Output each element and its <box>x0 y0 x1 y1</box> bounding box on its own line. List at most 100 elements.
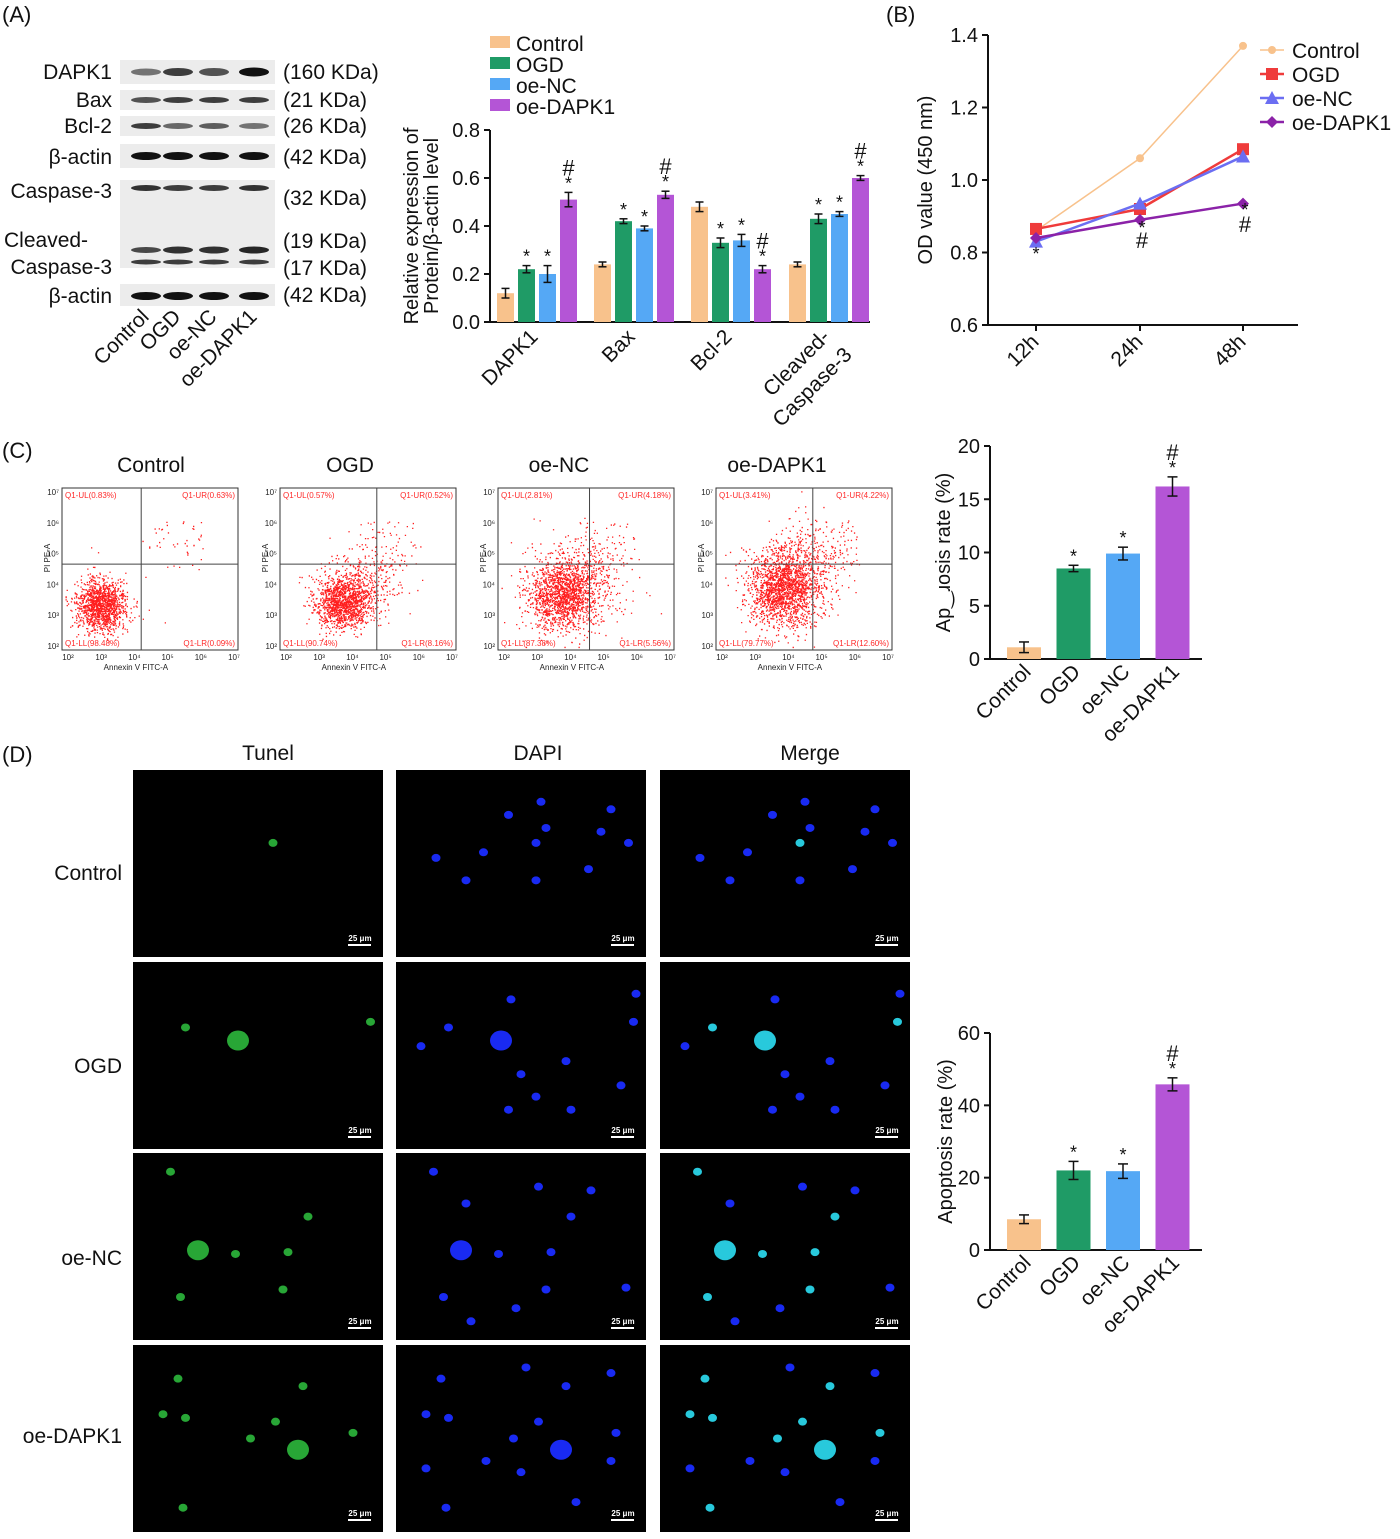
significance-star: * <box>620 200 627 220</box>
cell-nucleus <box>875 1428 885 1437</box>
cell-nucleus <box>629 1017 638 1026</box>
cell-nucleus <box>566 1105 576 1114</box>
cell-nucleus <box>546 1248 556 1257</box>
bar <box>636 228 653 322</box>
blot-band <box>239 246 269 254</box>
flow-y-tick: 10⁶ <box>483 519 495 528</box>
cell-nucleus <box>421 1464 431 1473</box>
x-category-label: Control <box>971 1251 1035 1315</box>
quadrant-lr: Q1-LR(12.60%) <box>833 639 889 648</box>
bar <box>831 214 848 322</box>
legend-swatch <box>490 36 510 48</box>
cell-nucleus <box>611 1428 621 1437</box>
blot-band <box>131 185 161 191</box>
flow-x-tick: 10⁵ <box>379 653 391 662</box>
flow-x-label: Annexin V FITC-A <box>758 663 823 672</box>
x-category-label: Bax <box>598 325 640 367</box>
legend-label: oe-DAPK1 <box>1292 112 1391 135</box>
y-tick-label: 0.0 <box>452 312 480 334</box>
micro-image <box>660 1153 910 1340</box>
flow-y-tick: 10⁷ <box>265 488 277 497</box>
blot-band <box>239 259 269 265</box>
cell-nucleus <box>795 1092 805 1101</box>
flow-y-label: PI PE-A <box>697 543 706 572</box>
cell-nucleus <box>850 1186 860 1195</box>
cell-nucleus <box>885 1283 895 1292</box>
flow-x-tick: 10⁵ <box>161 653 173 662</box>
flow-dots <box>298 521 424 640</box>
cell-nucleus <box>504 1105 513 1114</box>
cell-nucleus <box>830 1105 840 1114</box>
micro-image <box>660 962 910 1149</box>
flow-plot-frame <box>715 487 893 651</box>
cell-nucleus <box>870 805 880 814</box>
legend-swatch <box>490 78 510 90</box>
cell-nucleus <box>606 805 616 814</box>
flow-y-tick: 10⁶ <box>47 519 59 528</box>
cell-nucleus <box>176 1292 185 1301</box>
flow-y-tick: 10⁶ <box>701 519 713 528</box>
significance-hash: # <box>1239 212 1252 237</box>
cell-nucleus <box>444 1023 453 1032</box>
y-axis-label: OD value (450 nm) <box>915 96 937 265</box>
cell-nucleus <box>303 1212 313 1221</box>
flow-y-tick: 10⁴ <box>483 580 496 589</box>
cell-nucleus <box>550 1439 572 1460</box>
cell-nucleus <box>490 1030 512 1051</box>
cell-nucleus <box>703 1292 712 1301</box>
cell-nucleus <box>531 838 541 847</box>
cell-nucleus <box>541 1285 551 1294</box>
cell-nucleus <box>227 1030 249 1051</box>
y-tick-label: 0 <box>969 1240 980 1262</box>
flow-x-tick: 10² <box>280 653 292 662</box>
scale-bar-label: 25 μm <box>875 934 898 943</box>
cell-nucleus <box>768 810 777 819</box>
quadrant-ul: Q1-UL(0.83%) <box>65 491 117 500</box>
bar <box>1007 1219 1041 1250</box>
cell-nucleus <box>534 1182 543 1191</box>
y-tick-label: 60 <box>958 1023 980 1045</box>
cell-nucleus <box>810 1248 820 1257</box>
flow-y-tick: 10² <box>265 642 277 651</box>
cell-nucleus <box>805 1285 815 1294</box>
flow-dots <box>501 517 663 649</box>
cell-nucleus <box>531 1092 541 1101</box>
cell-nucleus <box>695 853 705 862</box>
y-tick-label: 1.2 <box>950 98 978 120</box>
cell-nucleus <box>693 1167 702 1176</box>
blot-kda-label: (42 KDa) <box>283 284 367 307</box>
flow-x-tick: 10³ <box>313 653 325 662</box>
cell-nucleus <box>504 810 513 819</box>
flow-y-tick: 10⁶ <box>265 519 277 528</box>
flow-x-tick: 10⁷ <box>228 653 240 662</box>
blot-kda-label: (21 KDa) <box>283 89 367 112</box>
flow-dots <box>725 491 861 649</box>
cell-nucleus <box>795 876 805 885</box>
scale-bar-label: 25 μm <box>348 1126 371 1135</box>
cell-nucleus <box>466 1317 476 1326</box>
cell-nucleus <box>566 1212 576 1221</box>
cell-nucleus <box>561 1382 571 1391</box>
blot-band <box>239 97 269 103</box>
cell-nucleus <box>825 1057 835 1066</box>
significance-star: * <box>1070 1142 1077 1162</box>
blot-protein-label: Bax <box>76 89 113 112</box>
micro-tile: 25 μm <box>396 770 646 957</box>
legend-label: Control <box>516 33 584 56</box>
flow-dot-cloud <box>65 521 204 643</box>
cell-nucleus <box>708 1023 717 1032</box>
flow-y-tick: 10² <box>483 642 495 651</box>
data-point <box>1134 213 1146 226</box>
flow-dot-cloud <box>725 491 861 649</box>
blot-protein-label: Caspase-3 <box>10 256 112 279</box>
blot-kda-label: (32 KDa) <box>283 187 367 210</box>
flow-x-tick: 10² <box>62 653 74 662</box>
cell-nucleus <box>893 1017 902 1026</box>
quadrant-ur: Q1-UR(4.18%) <box>618 491 671 500</box>
x-tick-label: 24h <box>1106 330 1147 371</box>
significance-hash: # <box>1136 228 1149 253</box>
data-point <box>1030 232 1042 244</box>
flow-x-tick: 10⁷ <box>446 653 458 662</box>
quadrant-ur: Q1-UR(0.63%) <box>182 491 235 500</box>
blot-band <box>199 152 229 160</box>
